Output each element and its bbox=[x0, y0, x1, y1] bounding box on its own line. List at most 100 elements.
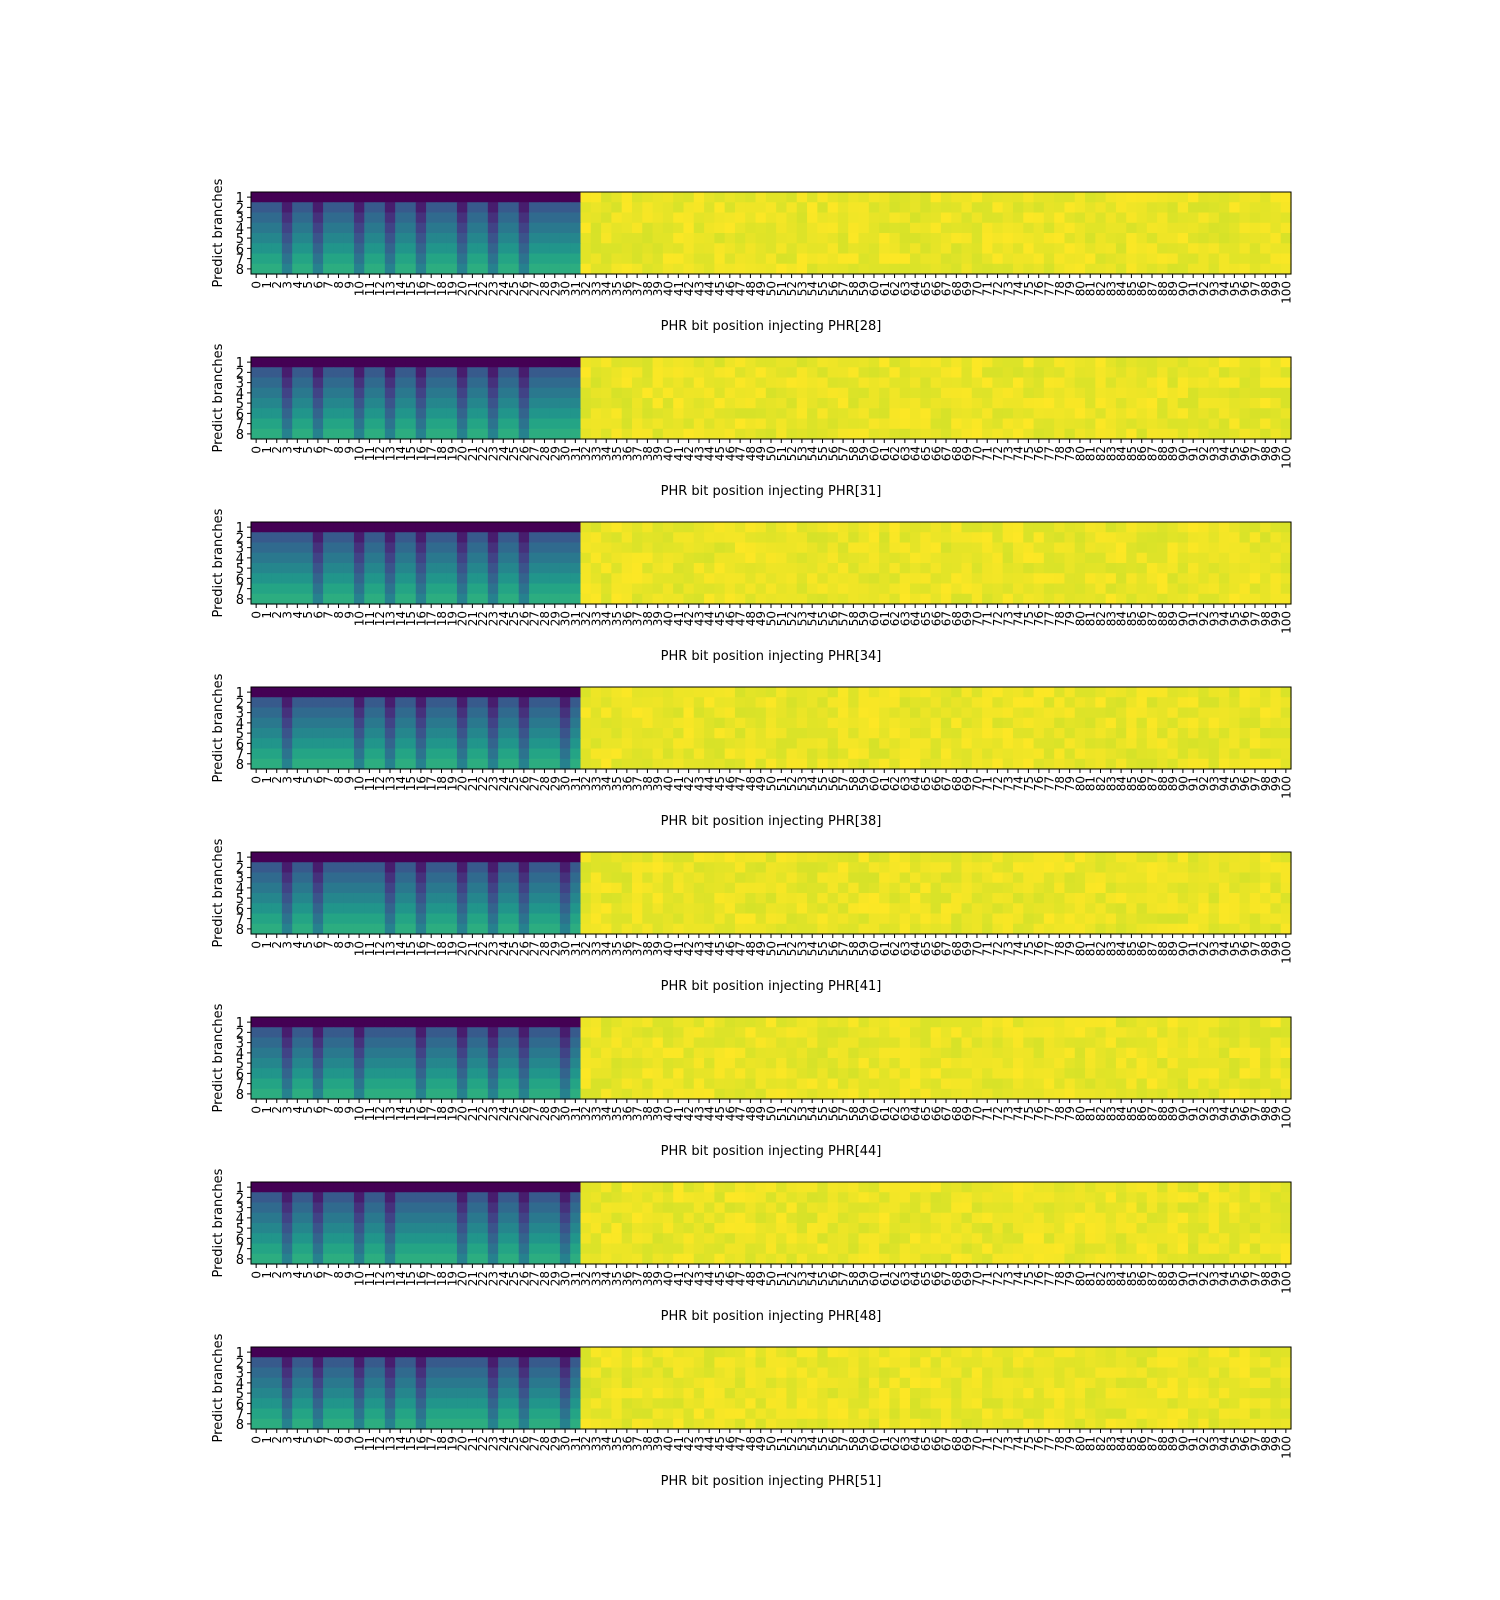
heatmap-cell bbox=[446, 893, 458, 904]
heatmap-cell bbox=[796, 893, 808, 904]
heatmap-cell bbox=[868, 893, 880, 904]
x-tick-label: 38 bbox=[641, 446, 655, 461]
heatmap-cell bbox=[601, 263, 612, 275]
heatmap-cell bbox=[704, 387, 715, 399]
heatmap-cell bbox=[333, 522, 345, 533]
heatmap-cell bbox=[837, 748, 849, 760]
heatmap-cell bbox=[590, 852, 602, 863]
heatmap-cell bbox=[1126, 748, 1138, 760]
heatmap-cell bbox=[281, 738, 293, 750]
heatmap-cell bbox=[858, 263, 870, 275]
heatmap-cell bbox=[652, 728, 664, 739]
heatmap-cell bbox=[807, 728, 818, 739]
heatmap-cell bbox=[590, 923, 602, 935]
heatmap-cell bbox=[734, 263, 746, 275]
heatmap-cell bbox=[323, 428, 334, 440]
heatmap-cell bbox=[673, 913, 685, 925]
heatmap-cell bbox=[1074, 923, 1086, 935]
heatmap-cell bbox=[889, 367, 901, 379]
heatmap-cell bbox=[940, 758, 952, 770]
heatmap-cell bbox=[292, 532, 304, 544]
heatmap-cell bbox=[1188, 923, 1199, 935]
heatmap-cell bbox=[281, 377, 293, 389]
heatmap-cell bbox=[549, 852, 561, 863]
heatmap-cell bbox=[755, 882, 767, 894]
x-tick-label: 61 bbox=[878, 611, 892, 626]
heatmap-cell bbox=[1043, 852, 1055, 863]
heatmap-cell bbox=[1229, 222, 1241, 234]
heatmap-cell bbox=[271, 212, 283, 224]
heatmap-cell bbox=[1136, 263, 1148, 275]
heatmap-cell bbox=[765, 212, 777, 224]
heatmap-cell bbox=[539, 573, 551, 585]
heatmap-cell bbox=[405, 398, 417, 409]
heatmap-cell bbox=[251, 738, 262, 750]
x-tick-label: 0 bbox=[250, 611, 264, 619]
heatmap-cell bbox=[477, 522, 489, 533]
heatmap-cell bbox=[683, 387, 695, 399]
heatmap-cell bbox=[1136, 738, 1148, 750]
heatmap-cell bbox=[456, 243, 468, 255]
heatmap-cell bbox=[951, 852, 963, 863]
heatmap-cell bbox=[405, 192, 417, 203]
heatmap-cell bbox=[1260, 377, 1272, 389]
heatmap-cell bbox=[1074, 357, 1086, 368]
heatmap-cell bbox=[971, 377, 983, 389]
heatmap-cell bbox=[426, 387, 437, 399]
heatmap-cell bbox=[415, 202, 427, 214]
heatmap-cell bbox=[436, 387, 448, 399]
heatmap-cell bbox=[930, 418, 942, 430]
heatmap-cell bbox=[982, 357, 993, 368]
heatmap-cell bbox=[786, 717, 798, 729]
heatmap-cell bbox=[631, 862, 643, 874]
heatmap-cell bbox=[1115, 243, 1127, 255]
x-tick-label: 99 bbox=[1269, 776, 1283, 791]
heatmap-cell bbox=[446, 903, 458, 915]
y-axis-label: Predict branches bbox=[211, 508, 226, 617]
heatmap-cell bbox=[621, 697, 633, 709]
heatmap-cell bbox=[1126, 418, 1138, 430]
heatmap-cell bbox=[940, 367, 952, 379]
heatmap-cell bbox=[1260, 748, 1272, 760]
x-tick-label: 82 bbox=[1094, 611, 1108, 626]
heatmap-cell bbox=[755, 872, 767, 884]
heatmap-cell bbox=[1074, 522, 1086, 533]
heatmap-cell bbox=[1136, 872, 1148, 884]
heatmap-cell bbox=[868, 418, 880, 430]
heatmap-cell bbox=[1249, 552, 1261, 564]
heatmap-cell bbox=[580, 872, 592, 884]
x-tick-label: 54 bbox=[806, 776, 820, 791]
heatmap-cell bbox=[776, 398, 788, 409]
heatmap-cell bbox=[982, 387, 993, 399]
heatmap-cell bbox=[1167, 593, 1179, 605]
x-tick-label: 57 bbox=[837, 281, 851, 296]
heatmap-cell bbox=[261, 738, 273, 750]
heatmap-cell bbox=[446, 398, 458, 409]
heatmap-cell bbox=[364, 913, 376, 925]
heatmap-cell bbox=[1270, 428, 1282, 440]
heatmap-cell bbox=[652, 522, 664, 533]
x-tick-label: 48 bbox=[744, 446, 758, 461]
heatmap-cell bbox=[1146, 862, 1158, 874]
x-tick-label: 33 bbox=[589, 281, 603, 296]
heatmap-cell bbox=[1115, 903, 1127, 915]
heatmap-cell bbox=[281, 253, 293, 265]
heatmap-cell bbox=[776, 418, 788, 430]
heatmap-cell bbox=[1280, 563, 1292, 574]
heatmap-cell bbox=[920, 357, 932, 368]
y-tick-label: 4 bbox=[236, 222, 244, 237]
heatmap-cell bbox=[343, 913, 355, 925]
heatmap-cell bbox=[364, 408, 376, 420]
heatmap-cell bbox=[621, 738, 633, 750]
heatmap-cell bbox=[384, 377, 396, 389]
heatmap-cell bbox=[807, 852, 818, 863]
heatmap-cell bbox=[405, 408, 417, 420]
x-tick-label: 89 bbox=[1166, 281, 1180, 296]
heatmap-cell bbox=[529, 428, 540, 440]
heatmap-cell bbox=[662, 728, 674, 739]
heatmap-cell bbox=[529, 552, 540, 564]
heatmap-cell bbox=[539, 522, 551, 533]
heatmap-cell bbox=[621, 563, 633, 574]
heatmap-cell bbox=[734, 893, 746, 904]
heatmap-cell bbox=[765, 593, 777, 605]
